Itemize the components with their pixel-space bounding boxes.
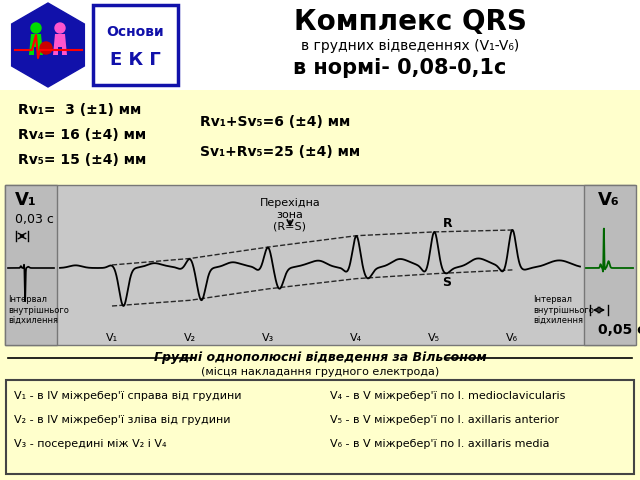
FancyBboxPatch shape <box>5 185 57 345</box>
Text: Rv₄= 16 (±4) мм: Rv₄= 16 (±4) мм <box>18 128 146 142</box>
Text: V₅ - в V міжребер'ї по l. axillaris anterior: V₅ - в V міжребер'ї по l. axillaris ante… <box>330 415 559 425</box>
Text: Sv₁+Rv₅=25 (±4) мм: Sv₁+Rv₅=25 (±4) мм <box>200 145 360 159</box>
Circle shape <box>31 23 41 33</box>
Text: Комплекс QRS: Комплекс QRS <box>294 8 527 36</box>
Text: V₆: V₆ <box>506 333 518 343</box>
Text: V₁: V₁ <box>106 333 118 343</box>
FancyBboxPatch shape <box>93 5 178 85</box>
Text: 0,05 с: 0,05 с <box>598 323 640 337</box>
FancyBboxPatch shape <box>584 185 636 345</box>
FancyBboxPatch shape <box>5 185 635 345</box>
Text: Перехідна
зона
(R=S): Перехідна зона (R=S) <box>260 198 321 231</box>
Text: Інтервал
внутрішнього
відхилення: Інтервал внутрішнього відхилення <box>8 295 69 326</box>
Text: S: S <box>442 276 451 288</box>
Text: в нормі- 0,08-0,1с: в нормі- 0,08-0,1с <box>293 58 507 78</box>
Text: V₁ - в IV міжребер'ї справа від грудини: V₁ - в IV міжребер'ї справа від грудини <box>14 391 241 401</box>
Polygon shape <box>53 34 67 55</box>
Text: в грудних відведеннях (V₁-V₆): в грудних відведеннях (V₁-V₆) <box>301 39 519 53</box>
Text: R: R <box>442 217 452 230</box>
FancyBboxPatch shape <box>6 380 634 474</box>
FancyBboxPatch shape <box>0 90 640 185</box>
Circle shape <box>40 42 52 54</box>
Text: Rv₅= 15 (±4) мм: Rv₅= 15 (±4) мм <box>18 153 147 167</box>
Text: V₆ - в V міжребер'ї по l. axillaris media: V₆ - в V міжребер'ї по l. axillaris medi… <box>330 439 550 449</box>
Text: V₆: V₆ <box>598 191 620 209</box>
Text: V₃: V₃ <box>262 333 274 343</box>
Text: Грудні однополюсні відведення за Вільсоном: Грудні однополюсні відведення за Вільсон… <box>154 351 486 364</box>
Polygon shape <box>29 34 43 55</box>
Text: V₄ - в V міжребер'ї по l. medioclavicularis: V₄ - в V міжребер'ї по l. medioclavicula… <box>330 391 565 401</box>
Polygon shape <box>12 3 84 87</box>
Text: Основи: Основи <box>106 25 164 39</box>
Text: V₄: V₄ <box>350 333 362 343</box>
Text: V₅: V₅ <box>428 333 440 343</box>
FancyBboxPatch shape <box>0 0 640 90</box>
Text: Rv₁=  3 (±1) мм: Rv₁= 3 (±1) мм <box>18 103 141 117</box>
Text: V₂ - в IV міжребер'ї зліва від грудини: V₂ - в IV міжребер'ї зліва від грудини <box>14 415 230 425</box>
Text: 0,03 с: 0,03 с <box>15 214 54 227</box>
Text: Rv₁+Sv₅=6 (±4) мм: Rv₁+Sv₅=6 (±4) мм <box>200 115 350 129</box>
Text: V₁: V₁ <box>15 191 36 209</box>
Text: V₃ - посередині між V₂ і V₄: V₃ - посередині між V₂ і V₄ <box>14 439 166 449</box>
Circle shape <box>55 23 65 33</box>
Text: V₂: V₂ <box>184 333 196 343</box>
Text: (місця накладання грудного електрода): (місця накладання грудного електрода) <box>201 367 439 377</box>
Text: Е К Г: Е К Г <box>109 51 161 69</box>
FancyBboxPatch shape <box>0 348 640 480</box>
Text: Інтервал
внутрішнього
відхилення: Інтервал внутрішнього відхилення <box>533 295 594 326</box>
